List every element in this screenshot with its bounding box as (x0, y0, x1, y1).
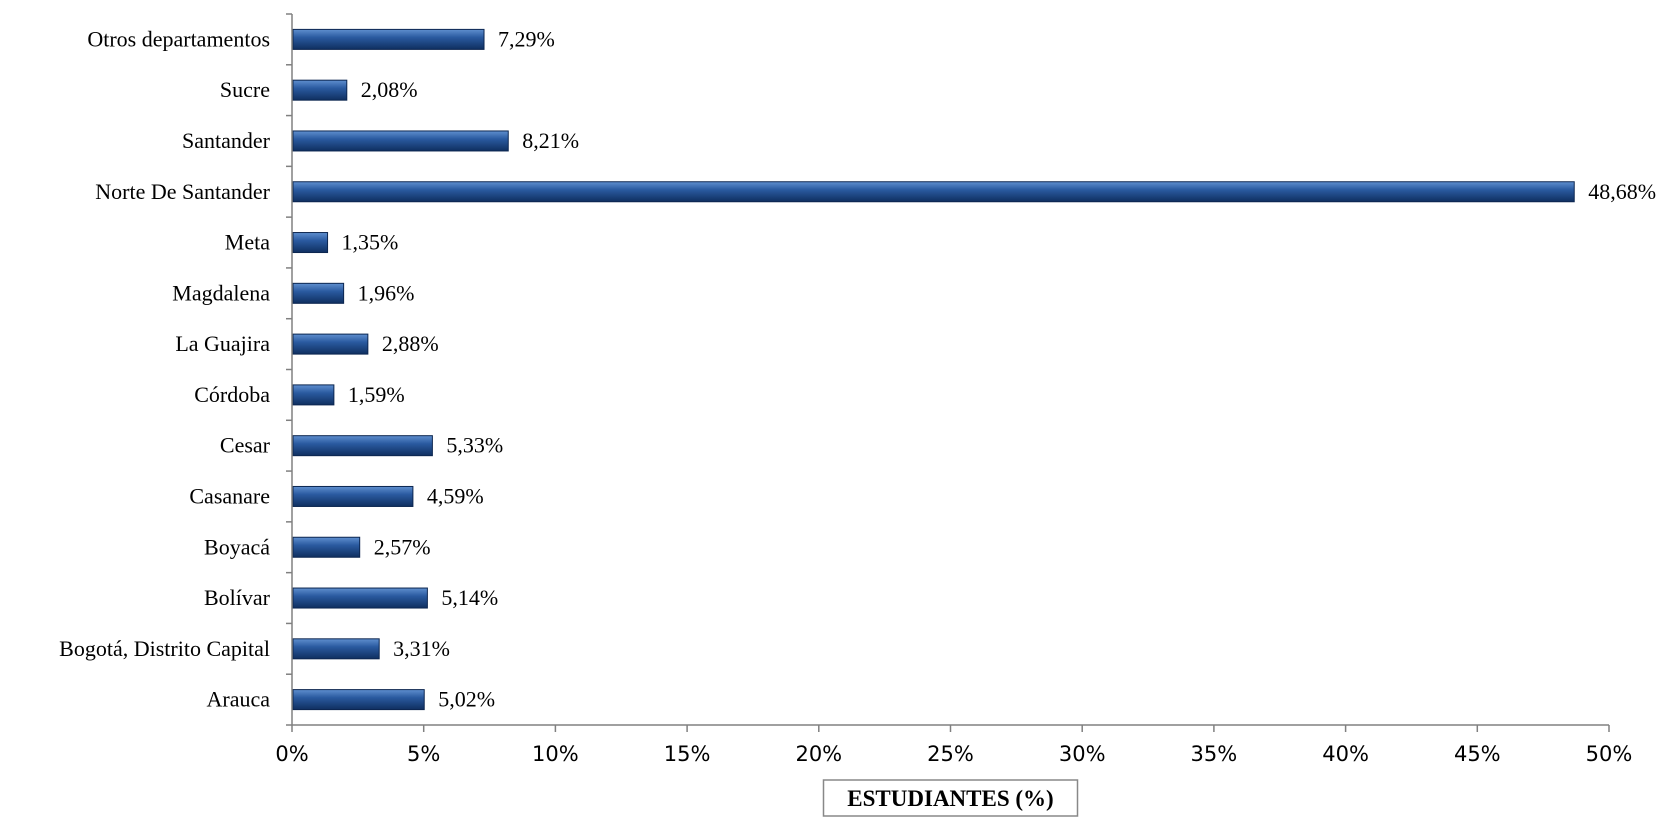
value-label: 1,96% (358, 280, 415, 305)
value-label: 8,21% (522, 128, 579, 153)
category-label: Arauca (206, 687, 270, 712)
bar-0 (293, 690, 424, 710)
bar-4 (293, 486, 413, 506)
bar-3 (293, 537, 360, 557)
value-label: 5,14% (441, 585, 498, 610)
category-label: La Guajira (175, 331, 270, 356)
category-label: Cesar (220, 433, 271, 458)
x-tick-label: 5% (407, 742, 440, 766)
category-label: Otros departamentos (87, 26, 270, 51)
x-tick-label: 10% (532, 742, 579, 766)
category-label: Santander (182, 128, 271, 153)
value-label: 2,08% (361, 77, 418, 102)
bar-10 (293, 182, 1574, 202)
x-axis-title-box: ESTUDIANTES (%) (824, 780, 1078, 816)
x-tick-label: 45% (1454, 742, 1501, 766)
value-label: 2,57% (374, 534, 431, 559)
value-label: 5,33% (446, 433, 503, 458)
x-tick-label: 50% (1586, 742, 1633, 766)
bar-8 (293, 283, 344, 303)
category-label: Córdoba (194, 382, 270, 407)
bar-12 (293, 80, 347, 100)
bar-9 (293, 233, 328, 253)
category-label: Meta (225, 230, 270, 255)
category-label: Bolívar (204, 585, 271, 610)
bar-13 (293, 29, 484, 49)
bar-1 (293, 639, 379, 659)
value-label: 1,35% (342, 230, 399, 255)
value-label: 4,59% (427, 483, 484, 508)
value-label: 1,59% (348, 382, 405, 407)
category-label: Magdalena (172, 280, 270, 305)
value-label: 2,88% (382, 331, 439, 356)
value-label: 3,31% (393, 636, 450, 661)
x-tick-label: 40% (1322, 742, 1369, 766)
bar-5 (293, 436, 432, 456)
bar-2 (293, 588, 427, 608)
value-labels: 5,02% 3,31% 5,14% 2,57% 4,59% 5,33% 1,59% 2,88%… (342, 26, 1657, 711)
category-label: Casanare (189, 483, 270, 508)
x-tick-label: 0% (275, 742, 308, 766)
x-tick-labels: 0% 5% 10% 15% 20% 25% 30% 35% 40% 45% 50% (275, 742, 1632, 766)
bar-11 (293, 131, 508, 151)
value-label: 7,29% (498, 26, 555, 51)
category-labels: Arauca Bogotá, Distrito Capital Bolívar Boy… (59, 26, 271, 711)
axes (286, 14, 1609, 732)
x-tick-label: 30% (1059, 742, 1106, 766)
category-label: Norte De Santander (95, 179, 270, 204)
x-tick-label: 15% (664, 742, 711, 766)
x-tick-label: 25% (927, 742, 974, 766)
bar-7 (293, 334, 368, 354)
value-label: 5,02% (438, 687, 495, 712)
bar-6 (293, 385, 334, 405)
category-label: Bogotá, Distrito Capital (59, 636, 270, 661)
category-label: Boyacá (204, 534, 270, 559)
value-label: 48,68% (1588, 179, 1656, 204)
category-label: Sucre (220, 77, 270, 102)
x-tick-label: 20% (795, 742, 842, 766)
x-axis-title: ESTUDIANTES (%) (847, 786, 1053, 811)
x-tick-label: 35% (1191, 742, 1238, 766)
